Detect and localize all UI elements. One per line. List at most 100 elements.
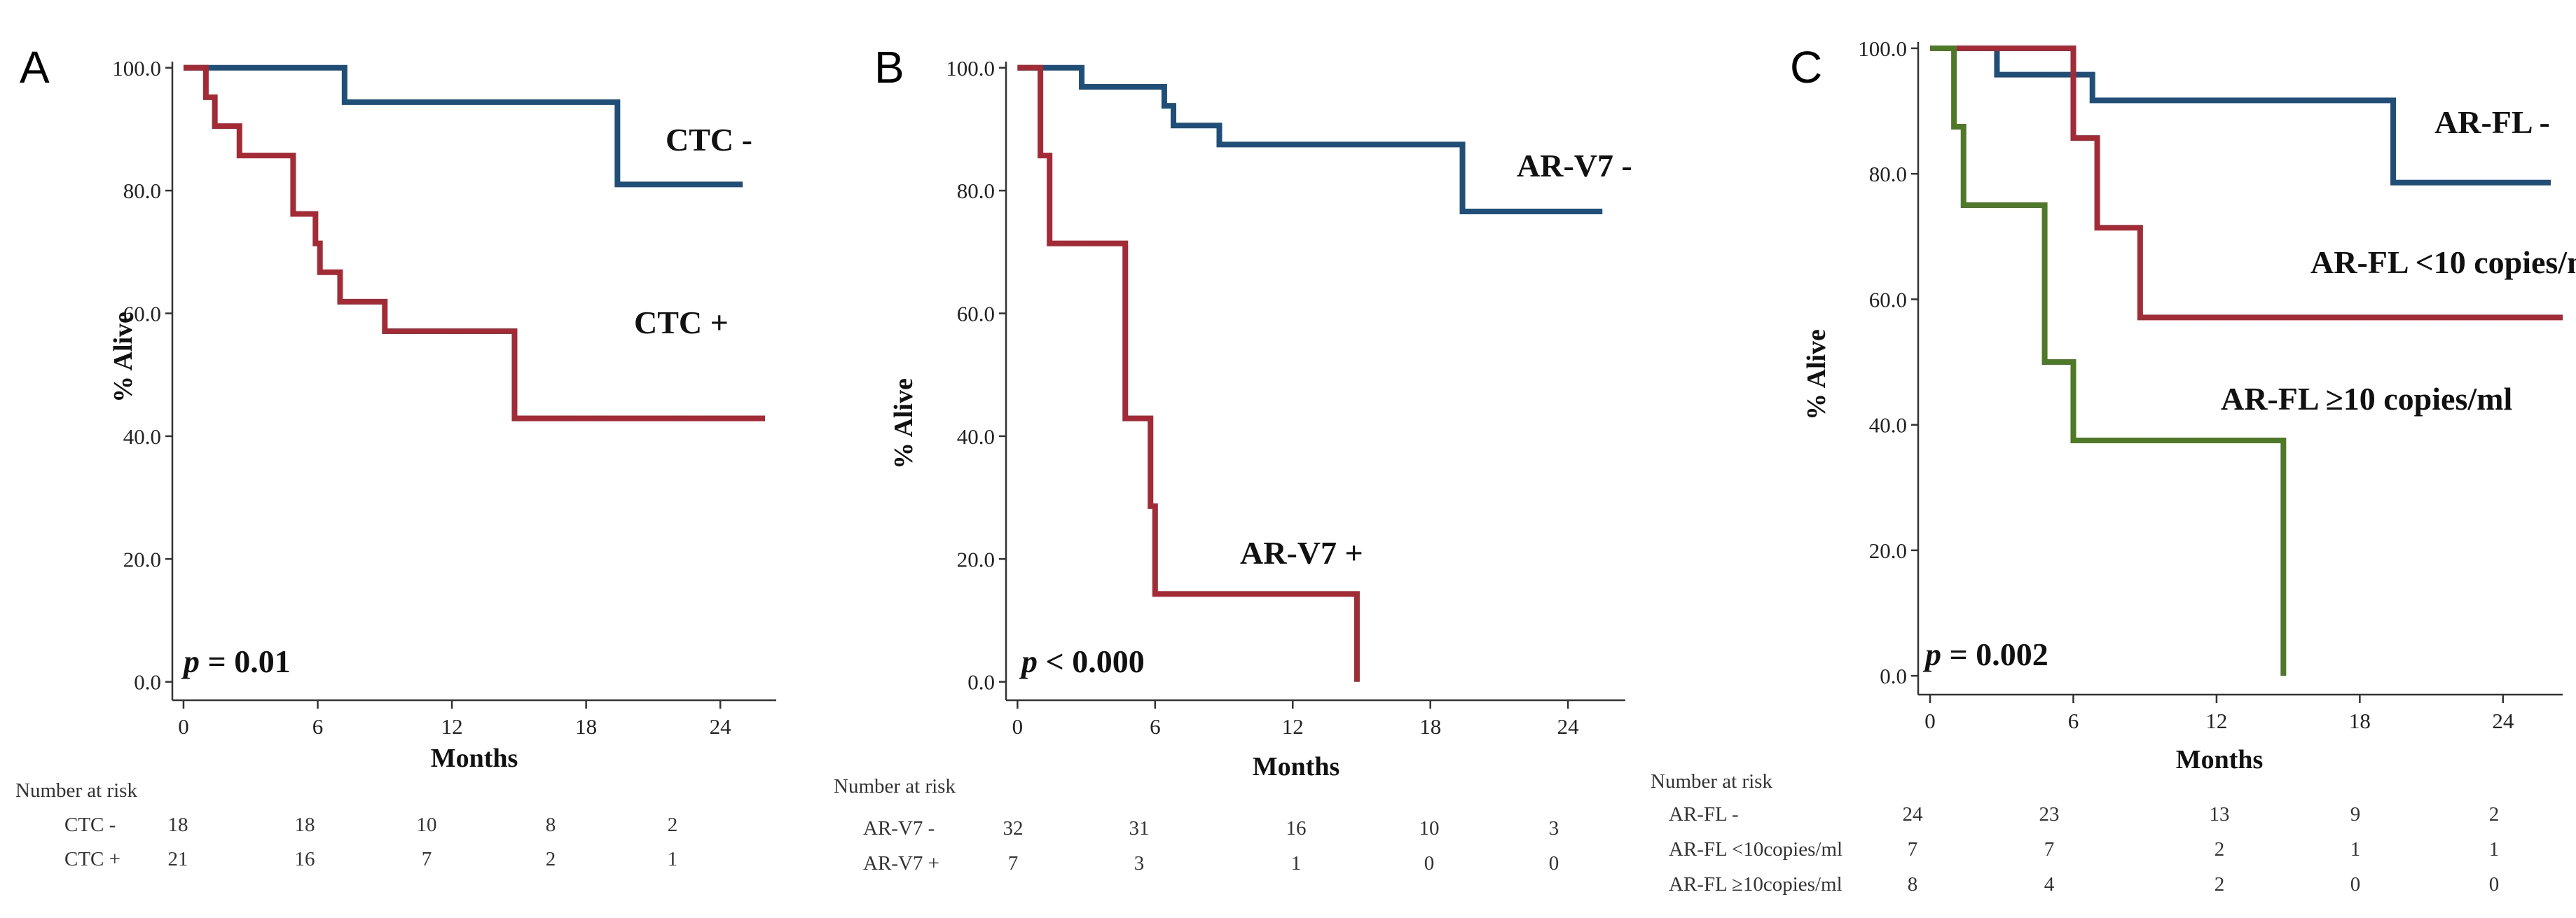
risk-table: Number at risk AR-V7 - AR-V7 + 32 31 16 10 3… bbox=[834, 775, 1559, 875]
risk-row-label: AR-V7 - bbox=[863, 817, 935, 840]
km-curve-series-1 bbox=[1930, 45, 2551, 186]
y-tick-label: 0.0 bbox=[1880, 664, 1907, 688]
p-value-symbol: p bbox=[181, 644, 200, 679]
x-tick-label: 24 bbox=[710, 714, 732, 739]
p-value: p = 0.002 bbox=[1922, 637, 2048, 672]
p-value-text: < 0.000 bbox=[1038, 644, 1145, 679]
series-label-ctc-neg: CTC - bbox=[666, 122, 752, 158]
risk-value: 2 bbox=[2215, 873, 2225, 896]
risk-values: 24 23 13 9 2 7 7 2 1 1 8 4 2 0 0 bbox=[1903, 803, 2500, 896]
risk-value: 0 bbox=[1424, 852, 1435, 875]
series-labels: AR-V7 - AR-V7 + bbox=[1240, 148, 1632, 571]
x-tick-label: 12 bbox=[2205, 709, 2227, 733]
risk-value: 18 bbox=[295, 814, 315, 836]
x-axis-title: Months bbox=[2176, 745, 2264, 774]
risk-row-label: CTC + bbox=[64, 848, 120, 870]
plot-area: 0.0 20.0 40.0 60.0 80.0 100.0 0 6 12 18 24 bbox=[1858, 36, 2563, 733]
x-tick-label: 6 bbox=[312, 714, 324, 739]
p-value-symbol: p bbox=[1019, 644, 1038, 679]
x-tick-label: 6 bbox=[2068, 709, 2079, 733]
risk-value: 9 bbox=[2350, 803, 2361, 826]
risk-value: 8 bbox=[546, 814, 556, 836]
risk-value: 18 bbox=[168, 814, 188, 836]
risk-value: 4 bbox=[2044, 873, 2055, 896]
risk-row-label: AR-V7 + bbox=[863, 852, 939, 875]
risk-value: 0 bbox=[2350, 873, 2361, 896]
plot-area: 0.0 20.0 40.0 60.0 80.0 100.0 0 6 12 18 24 bbox=[112, 56, 776, 739]
risk-value: 0 bbox=[1549, 852, 1559, 875]
risk-value: 3 bbox=[1549, 817, 1559, 840]
x-tick-label: 18 bbox=[2349, 709, 2371, 733]
risk-value: 7 bbox=[1908, 838, 1918, 861]
y-tick-label: 60.0 bbox=[1869, 287, 1907, 312]
y-tick-label: 20.0 bbox=[1869, 538, 1907, 563]
risk-value: 7 bbox=[2044, 838, 2055, 861]
km-curve-series-1 bbox=[183, 64, 743, 188]
km-curve-series-2 bbox=[183, 64, 766, 422]
km-curve-series-2 bbox=[1930, 45, 2563, 321]
p-value: p < 0.000 bbox=[1019, 644, 1145, 679]
risk-value: 16 bbox=[295, 848, 315, 870]
p-value-text: = 0.01 bbox=[200, 644, 291, 679]
y-tick-label: 100.0 bbox=[1858, 36, 1907, 61]
y-axis-title: % Alive bbox=[889, 378, 918, 469]
y-tick-label: 80.0 bbox=[1869, 162, 1907, 186]
x-tick-label: 18 bbox=[1419, 714, 1441, 739]
panel-letter: A bbox=[20, 42, 50, 92]
x-tick-label: 0 bbox=[178, 714, 189, 739]
risk-value: 32 bbox=[1003, 817, 1024, 840]
risk-value: 0 bbox=[2489, 873, 2500, 896]
series-label-arfl-neg: AR-FL - bbox=[2434, 104, 2550, 140]
x-tick-label: 6 bbox=[1150, 714, 1161, 739]
panel-b: B 0.0 20.0 40.0 60.0 80.0 100.0 0 6 12 18 24 Month… bbox=[834, 42, 1632, 875]
risk-value: 2 bbox=[2215, 838, 2225, 861]
risk-value: 10 bbox=[417, 814, 437, 836]
risk-table-title: Number at risk bbox=[834, 775, 956, 798]
risk-value: 13 bbox=[2210, 803, 2230, 826]
series-label-arv7-neg: AR-V7 - bbox=[1517, 148, 1632, 183]
risk-row-label: CTC - bbox=[64, 814, 116, 836]
y-tick-label: 100.0 bbox=[946, 56, 995, 81]
series-labels: CTC - CTC + bbox=[634, 122, 752, 340]
risk-table: Number at risk CTC - CTC + 18 18 10 8 221 16 7… bbox=[15, 779, 677, 870]
x-tick-label: 18 bbox=[575, 714, 597, 739]
x-axis-title: Months bbox=[1253, 752, 1340, 781]
series-label-arfl-low: AR-FL <10 copies/ml bbox=[2310, 244, 2576, 280]
y-tick-label: 0.0 bbox=[967, 670, 995, 695]
risk-row-label: AR-FL <10copies/ml bbox=[1669, 838, 1843, 861]
y-tick-label: 40.0 bbox=[123, 424, 161, 449]
p-value: p = 0.01 bbox=[181, 644, 291, 679]
y-axis-title: % Alive bbox=[1802, 329, 1831, 420]
risk-value: 24 bbox=[1903, 803, 1924, 826]
risk-values: 18 18 10 8 221 16 7 2 1 bbox=[168, 814, 678, 870]
risk-value: 1 bbox=[668, 848, 678, 870]
risk-value: 31 bbox=[1129, 817, 1150, 840]
x-axis-title: Months bbox=[431, 744, 518, 773]
risk-value: 2 bbox=[668, 814, 678, 836]
risk-value: 1 bbox=[1291, 852, 1302, 875]
risk-table-title: Number at risk bbox=[15, 779, 137, 802]
risk-values: 32 31 16 10 37 3 1 0 0 bbox=[1003, 817, 1559, 875]
km-curve-series-2 bbox=[1017, 64, 1360, 682]
p-value-text: = 0.002 bbox=[1941, 637, 2048, 672]
km-curve-series-3 bbox=[1930, 45, 2287, 676]
x-tick-label: 0 bbox=[1924, 709, 1936, 733]
series-label-arv7-pos: AR-V7 + bbox=[1240, 535, 1363, 571]
risk-value: 1 bbox=[2350, 838, 2361, 861]
y-tick-label: 80.0 bbox=[957, 179, 995, 203]
x-tick-label: 24 bbox=[2492, 709, 2514, 733]
series-label-arfl-high: AR-FL ≥10 copies/ml bbox=[2221, 381, 2512, 417]
risk-value: 10 bbox=[1419, 817, 1440, 840]
risk-value: 3 bbox=[1134, 852, 1145, 875]
x-tick-label: 0 bbox=[1012, 714, 1024, 739]
risk-value: 7 bbox=[422, 848, 432, 870]
y-tick-label: 100.0 bbox=[112, 56, 161, 81]
risk-table: Number at risk AR-FL - AR-FL <10copies/m… bbox=[1651, 770, 2499, 896]
risk-value: 8 bbox=[1908, 873, 1918, 896]
series-labels: AR-FL - AR-FL <10 copies/ml AR-FL ≥10 co… bbox=[2221, 104, 2576, 417]
risk-value: 7 bbox=[1008, 852, 1019, 875]
risk-row-label: AR-FL - bbox=[1669, 803, 1739, 826]
y-tick-label: 40.0 bbox=[1869, 413, 1907, 438]
